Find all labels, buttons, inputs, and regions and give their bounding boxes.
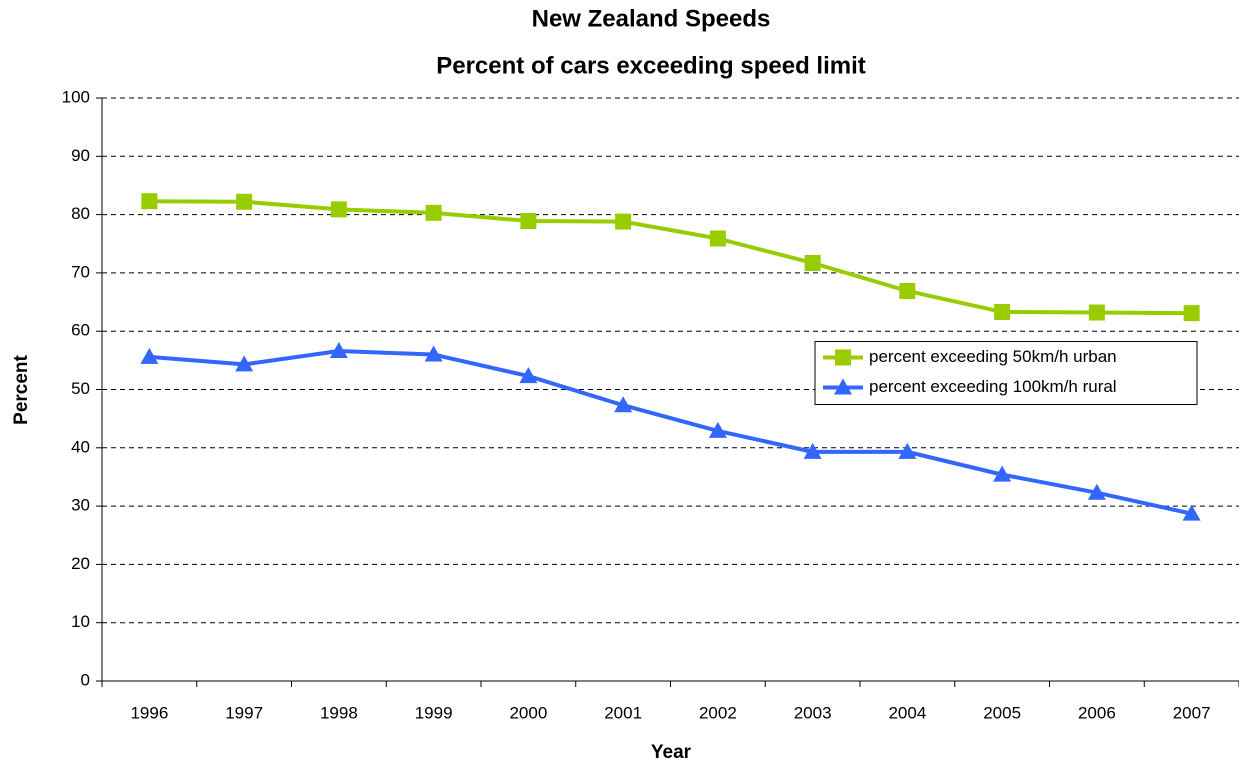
y-tick-label: 10 <box>71 612 90 631</box>
y-tick-label: 100 <box>62 87 90 106</box>
data-point <box>803 442 822 459</box>
chart-title: New Zealand Speeds <box>532 5 771 32</box>
data-point <box>141 193 158 210</box>
data-point <box>994 303 1011 320</box>
x-tick-label: 1998 <box>320 703 358 722</box>
y-tick-label: 90 <box>71 146 90 165</box>
legend: percent exceeding 50km/h urban percent ex… <box>814 341 1198 405</box>
data-point <box>425 204 442 221</box>
data-point <box>615 213 632 230</box>
data-point <box>330 201 347 218</box>
data-point <box>708 421 727 438</box>
x-tick-label: 2004 <box>888 703 926 722</box>
x-tick-label: 2003 <box>794 703 832 722</box>
data-point <box>899 282 916 299</box>
chart-subtitle: Percent of cars exceeding speed limit <box>436 52 866 79</box>
x-tick-label: 2007 <box>1173 703 1211 722</box>
data-point <box>1182 504 1201 521</box>
y-tick-label: 50 <box>71 379 90 398</box>
x-tick-label: 2002 <box>699 703 737 722</box>
series-line <box>149 199 1192 316</box>
legend-box <box>814 341 1198 405</box>
data-point <box>140 347 159 364</box>
y-tick-label: 0 <box>81 670 90 689</box>
data-point <box>709 230 726 247</box>
x-tick-label: 1999 <box>415 703 453 722</box>
data-point <box>614 396 633 413</box>
data-point <box>1183 305 1200 322</box>
data-point <box>1088 304 1105 321</box>
data-point <box>993 465 1012 482</box>
legend-marker <box>835 349 851 366</box>
legend-marker <box>834 378 852 395</box>
y-tick-label: 60 <box>71 321 90 340</box>
y-tick-label: 70 <box>71 262 90 281</box>
y-tick-label: 30 <box>71 496 90 515</box>
y-tick-label: 80 <box>71 204 90 223</box>
x-tick-label: 1997 <box>225 703 263 722</box>
data-point <box>235 355 254 372</box>
y-tick-label: 20 <box>71 554 90 573</box>
legend-label: percent exceeding 50km/h urban <box>869 347 1117 366</box>
legend-label: percent exceeding 100km/h rural <box>869 377 1117 396</box>
data-point <box>1087 483 1106 500</box>
data-point <box>236 193 253 210</box>
data-point <box>898 442 917 459</box>
data-point <box>804 254 821 271</box>
data-point <box>520 213 537 230</box>
series-line <box>149 349 1193 516</box>
data-point <box>519 367 538 384</box>
x-tick-label: 2006 <box>1078 703 1116 722</box>
x-tick-label: 2005 <box>983 703 1021 722</box>
x-axis-title: Year <box>651 742 692 763</box>
x-tick-label: 2000 <box>509 703 547 722</box>
data-point <box>329 342 348 359</box>
data-point <box>424 345 443 362</box>
x-tick-label: 2001 <box>604 703 642 722</box>
y-axis-title: Percent <box>11 354 32 424</box>
x-tick-label: 1996 <box>130 703 168 722</box>
y-tick-label: 40 <box>71 437 90 456</box>
